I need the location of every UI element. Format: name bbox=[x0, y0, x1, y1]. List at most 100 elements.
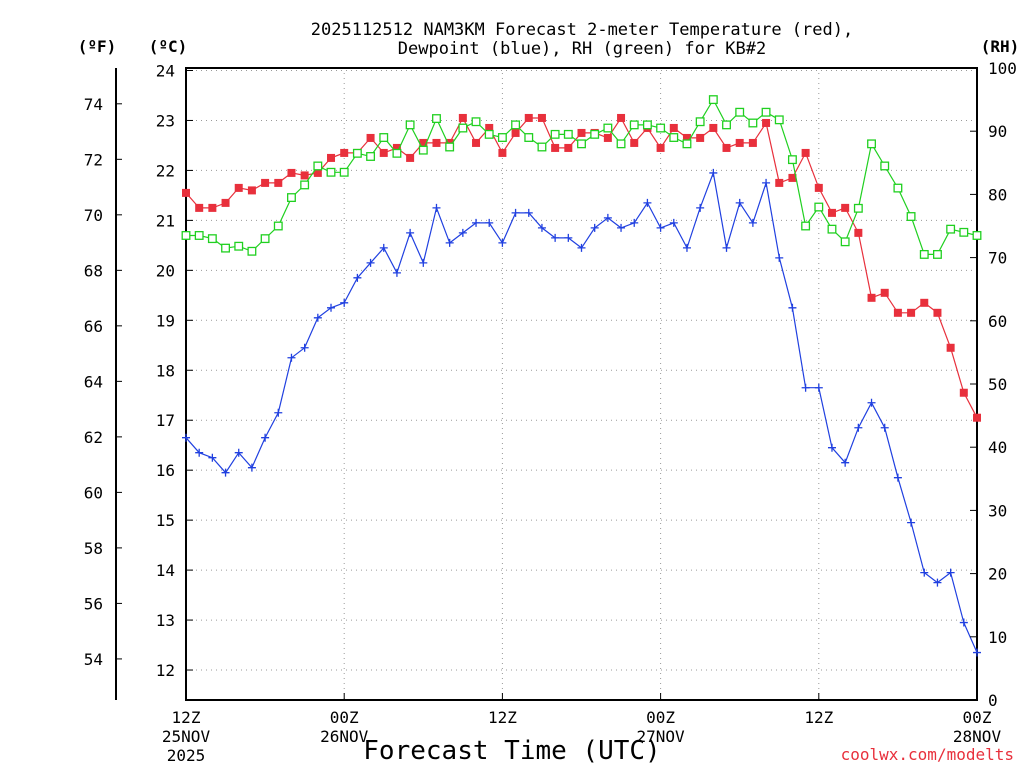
dewpoint-point bbox=[577, 243, 586, 252]
temperature-point bbox=[617, 113, 626, 122]
rh-point bbox=[194, 231, 204, 240]
rh-point bbox=[774, 115, 784, 125]
rh-point bbox=[787, 155, 797, 165]
dewpoint-point bbox=[182, 433, 190, 442]
rh-point bbox=[207, 234, 217, 244]
plot-frame bbox=[185, 67, 978, 701]
time-tick-year-label: 2025 bbox=[167, 746, 206, 765]
time-tick-hour-label: 12Z bbox=[172, 708, 201, 727]
rh-tick-label: 20 bbox=[988, 565, 1007, 584]
temperature-point bbox=[498, 148, 507, 157]
temperature-point bbox=[669, 123, 678, 132]
rh-point bbox=[313, 161, 323, 171]
temperature-point bbox=[933, 308, 942, 317]
rh-point bbox=[511, 120, 521, 130]
rh-point bbox=[484, 129, 494, 139]
rh-point bbox=[919, 249, 929, 259]
dewpoint-point bbox=[841, 458, 850, 467]
temperature-point bbox=[867, 293, 876, 302]
rh-point bbox=[287, 193, 296, 203]
gridlines bbox=[186, 68, 977, 700]
temperature-point bbox=[511, 128, 520, 137]
rh-tick-label: 30 bbox=[988, 501, 1007, 520]
rh-point bbox=[946, 224, 956, 234]
temperature-point bbox=[920, 298, 929, 307]
celsius-tick-label: 20 bbox=[156, 261, 175, 280]
dewpoint-point bbox=[893, 473, 902, 482]
rh-point bbox=[352, 148, 362, 158]
rh-point bbox=[761, 107, 771, 117]
dewpoint-point bbox=[762, 178, 771, 187]
temperature-point bbox=[247, 186, 256, 195]
rh-point bbox=[405, 120, 415, 130]
dewpoint-point bbox=[274, 408, 283, 417]
rh-point bbox=[853, 203, 863, 213]
temperature-point bbox=[208, 203, 217, 212]
fahrenheit-tick-label: 56 bbox=[84, 594, 103, 613]
temperature-point bbox=[524, 113, 533, 122]
dewpoint-point bbox=[814, 383, 823, 392]
x-axis-title: Forecast Time (UTC) bbox=[363, 736, 660, 766]
temperature-point bbox=[696, 133, 705, 142]
dewpoint-point bbox=[551, 233, 560, 242]
dewpoint-point bbox=[788, 303, 797, 312]
rh-point bbox=[801, 221, 811, 231]
rh-point bbox=[590, 129, 600, 139]
dewpoint-point bbox=[234, 448, 243, 457]
temperature-point bbox=[656, 143, 665, 152]
dewpoint-point bbox=[722, 243, 731, 252]
fahrenheit-tick-label: 58 bbox=[84, 539, 103, 558]
rh-tick-label: 0 bbox=[988, 691, 998, 710]
dewpoint-point bbox=[419, 258, 428, 267]
dewpoint-point bbox=[379, 243, 388, 252]
temperature-point bbox=[537, 113, 546, 122]
rh-point bbox=[537, 142, 547, 152]
temperature-point bbox=[722, 143, 731, 152]
celsius-tick-label: 21 bbox=[156, 211, 175, 230]
rh-point bbox=[695, 117, 705, 127]
time-tick-date-label: 25NOV bbox=[162, 727, 211, 746]
rh-point bbox=[458, 123, 468, 133]
rh-point bbox=[181, 231, 191, 240]
time-tick-date-label: 28NOV bbox=[953, 727, 1002, 746]
temperature-point bbox=[551, 143, 560, 152]
time-tick-hour-label: 12Z bbox=[804, 708, 833, 727]
temperature-point bbox=[788, 173, 797, 182]
dewpoint-point bbox=[617, 223, 626, 232]
dewpoint-point bbox=[643, 198, 652, 207]
rh-tick-label: 60 bbox=[988, 312, 1007, 331]
fahrenheit-tick-label: 64 bbox=[84, 372, 103, 391]
temperature-point bbox=[287, 168, 296, 177]
dewpoint-point bbox=[920, 568, 929, 577]
temperature-point bbox=[973, 413, 981, 422]
dewpoint-point bbox=[432, 203, 441, 212]
dewpoint-point bbox=[406, 228, 415, 237]
rh-tick-label: 10 bbox=[988, 628, 1007, 647]
dewpoint-point bbox=[511, 208, 520, 217]
temperature-point bbox=[392, 143, 401, 152]
rh-tick-label: 50 bbox=[988, 375, 1007, 394]
dewpoint-point bbox=[300, 343, 309, 352]
celsius-tick-label: 18 bbox=[156, 361, 175, 380]
rh-point bbox=[827, 224, 837, 234]
time-tick-hour-label: 00Z bbox=[963, 708, 992, 727]
dewpoint-point bbox=[867, 398, 876, 407]
chart-title-line2: Dewpoint (blue), RH (green) for KB#2 bbox=[398, 39, 766, 59]
temperature-point bbox=[313, 168, 322, 177]
temperature-point bbox=[366, 133, 375, 142]
celsius-tick-label: 24 bbox=[156, 61, 175, 80]
rh-point bbox=[867, 139, 876, 149]
temperature-point bbox=[682, 133, 691, 142]
rh-point bbox=[432, 114, 441, 124]
temperature-point bbox=[827, 208, 836, 217]
dewpoint-point bbox=[669, 218, 678, 227]
temperature-point bbox=[946, 343, 955, 352]
temperature-point bbox=[959, 388, 968, 397]
dewpoint-point bbox=[775, 253, 784, 262]
celsius-unit-label: (ºC) bbox=[149, 37, 188, 56]
celsius-tick-label: 17 bbox=[156, 411, 175, 430]
temperature-point bbox=[893, 308, 902, 317]
rh-point bbox=[722, 120, 731, 130]
fahrenheit-tick-label: 70 bbox=[84, 206, 103, 225]
